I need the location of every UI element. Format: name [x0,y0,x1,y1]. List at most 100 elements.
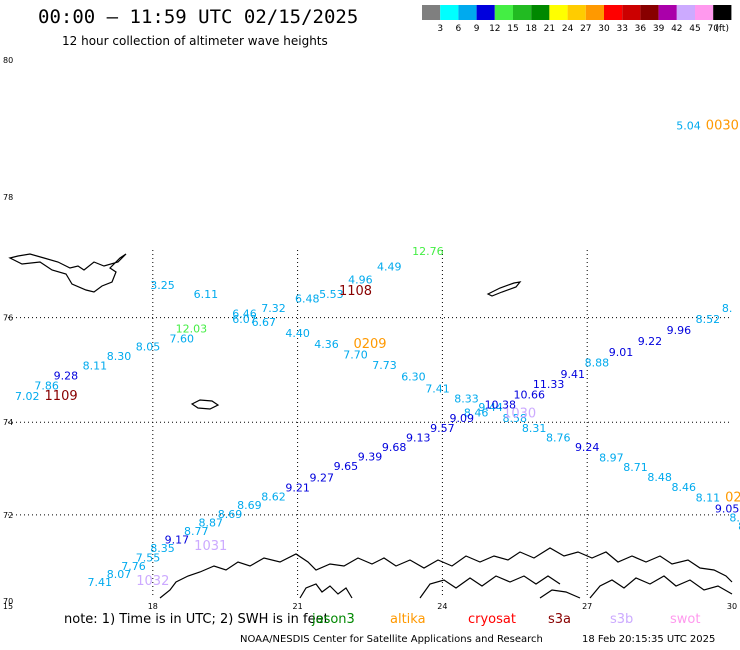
wave-height-value: 7.41 [425,382,450,395]
wave-height-value: 9.28 [54,369,79,382]
scale-swatch [513,5,532,20]
scale-swatch [476,5,495,20]
scale-tick-label: 12 [489,24,500,34]
wave-height-value: 7.73 [372,359,397,372]
wave-height-value: 8.52 [696,313,721,326]
wave-height-value: 3.25 [150,279,175,292]
norway-coast [159,547,733,599]
pass-time-label: 1031 [194,539,227,554]
wave-height-value: 12.03 [176,323,208,336]
scale-tick-label: 70 [707,24,719,34]
scale-swatch [458,5,477,20]
wave-height-value: 4.36 [314,338,339,351]
lon-tick-label: 27 [582,602,592,611]
wave-height-value: 8.35 [150,542,175,555]
wave-height-value: 8.41 [729,511,740,524]
bear-island-coast [190,399,220,410]
lat-tick-label: 76 [3,314,13,323]
wave-height-value: 9.05 [715,503,740,516]
wave-height-value: 8.87 [198,517,223,530]
lat-tick-label: 80 [3,56,13,65]
satellite-label-s3b: s3b [610,612,634,627]
satellite-label-swot: swot [670,612,701,627]
scale-tick-label: 39 [653,24,665,34]
wave-height-value: 6.07 [232,313,257,326]
scale-swatch [494,5,513,20]
wave-height-value: 9.13 [406,432,431,445]
scale-tick-label: 27 [580,24,591,34]
pass-time-label: 1030 [503,406,536,421]
svalbard-coast [8,253,127,293]
wave-height-value: 6.11 [194,288,219,301]
coastline [8,253,733,599]
wave-height-value: 6.48 [295,292,320,305]
wave-height-value: 8.71 [623,461,648,474]
satellite-label-s3a: s3a [548,612,572,627]
scale-swatch [549,5,568,20]
wave-height-value: 8.11 [696,492,721,505]
wave-height-value: 8.33 [454,392,479,405]
scale-swatch [531,5,550,20]
scale-tick-label: 18 [525,24,537,34]
wave-height-value: 10.66 [514,388,546,401]
scale-swatch [422,5,441,20]
scale-tick-label: 15 [507,24,518,34]
wave-height-value: 8.30 [107,350,132,363]
pass-time-label: 1109 [45,389,78,404]
wave-height-value: 8.07 [107,568,132,581]
map-title: 00:00 – 11:59 UTC 02/15/2025 [38,6,359,28]
lat-tick-label: 78 [3,193,13,202]
pass-time-label: 0030 [706,118,739,133]
wave-height-value: 4.40 [285,327,310,340]
footer-timestamp: 18 Feb 20:15:35 UTC 2025 [582,634,716,645]
wave-height-value: 7.55 [136,552,161,565]
wave-height-value: 10.38 [485,398,517,411]
scale-swatch [640,5,659,20]
wave-height-value: 7.41 [87,576,112,589]
wave-height-value: 9.17 [165,534,190,547]
wave-height-value: 9.21 [285,481,310,494]
pass-time-label: 0208 [725,491,740,506]
wave-height-value: 9.24 [575,441,600,454]
scale-tick-label: 33 [616,24,627,34]
wave-height-value: 8.31 [522,422,547,435]
scale-tick-label: 42 [671,24,682,34]
scale-tick-label: 3 [437,24,443,34]
hopen-coast [486,281,522,297]
scale-tick-label: 9 [474,24,480,34]
wave-height-value: 9.09 [449,412,474,425]
wave-height-value: 7.02 [15,390,40,403]
wave-height-value: 8.77 [184,525,209,538]
pass-time-label: 1108 [339,284,372,299]
wave-height-value: 5.04 [676,119,701,132]
lon-tick-label: 15 [3,602,13,611]
wave-height-value: 8.05 [136,340,161,353]
lon-tick-label: 21 [293,602,303,611]
wave-height-value: 4.96 [348,273,373,286]
pass-time-label: 1032 [136,574,169,589]
wave-height-value: 9.44 [478,401,503,414]
wave-height-value: 7.86 [34,380,59,393]
scale-tick-label: 30 [598,24,610,34]
wave-height-value: 8 [738,520,740,533]
wave-height-value: 8.48 [647,471,672,484]
scale-swatch [713,5,732,20]
wave-height-value: 9.65 [334,460,359,473]
lat-tick-label: 72 [3,511,13,520]
wave-height-value: 8.88 [585,356,610,369]
gridlines [8,250,732,598]
lat-tick-label: 70 [3,597,13,606]
wave-height-value: 8.58 [503,412,528,425]
wave-height-value: 11.33 [533,378,565,391]
scale-tick-label: 45 [689,24,700,34]
pass-time-label: 0209 [353,337,386,352]
wave-height-value: 9.57 [430,422,455,435]
satellite-label-jason3: jason3 [312,612,355,627]
wave-height-value: 9.27 [309,471,334,484]
wave-height-value: 9.39 [358,451,383,464]
wave-height-value: 9.68 [382,441,407,454]
scale-tick-label: 21 [544,24,555,34]
observations: 5.04 0030 3.25 6.11 6.466.07 7.326.67 12.037.6… [15,118,740,589]
scale-tick-label: 36 [635,24,647,34]
